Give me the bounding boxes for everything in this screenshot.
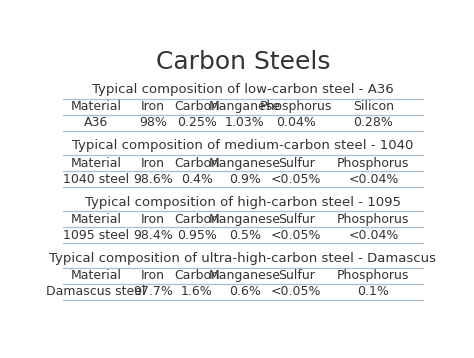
Text: Carbon: Carbon	[174, 269, 219, 282]
Text: 0.5%: 0.5%	[229, 229, 261, 242]
Text: Material: Material	[71, 157, 121, 170]
Text: Manganese: Manganese	[209, 269, 281, 282]
Text: 1040 steel: 1040 steel	[63, 173, 129, 186]
Text: Iron: Iron	[141, 269, 165, 282]
Text: 98%: 98%	[139, 116, 167, 129]
Text: Phosphorus: Phosphorus	[337, 213, 410, 226]
Text: 0.25%: 0.25%	[177, 116, 217, 129]
Text: <0.04%: <0.04%	[348, 229, 399, 242]
Text: 0.4%: 0.4%	[181, 173, 213, 186]
Text: Phosphorus: Phosphorus	[337, 157, 410, 170]
Text: Sulfur: Sulfur	[278, 213, 315, 226]
Text: Manganese: Manganese	[209, 157, 281, 170]
Text: Material: Material	[71, 213, 121, 226]
Text: Iron: Iron	[141, 213, 165, 226]
Text: Carbon: Carbon	[174, 157, 219, 170]
Text: Typical composition of low-carbon steel - A36: Typical composition of low-carbon steel …	[92, 83, 394, 96]
Text: 0.1%: 0.1%	[357, 285, 389, 298]
Text: 0.6%: 0.6%	[229, 285, 261, 298]
Text: Carbon Steels: Carbon Steels	[155, 50, 330, 74]
Text: <0.05%: <0.05%	[271, 173, 321, 186]
Text: <0.04%: <0.04%	[348, 173, 399, 186]
Text: 1095 steel: 1095 steel	[63, 229, 129, 242]
Text: 0.95%: 0.95%	[177, 229, 217, 242]
Text: Material: Material	[71, 100, 121, 113]
Text: Manganese: Manganese	[209, 213, 281, 226]
Text: Iron: Iron	[141, 157, 165, 170]
Text: Phosphorus: Phosphorus	[260, 100, 332, 113]
Text: Damascus steel: Damascus steel	[46, 285, 146, 298]
Text: 98.6%: 98.6%	[133, 173, 173, 186]
Text: Typical composition of ultra-high-carbon steel - Damascus: Typical composition of ultra-high-carbon…	[49, 252, 437, 265]
Text: <0.05%: <0.05%	[271, 229, 321, 242]
Text: 1.6%: 1.6%	[181, 285, 213, 298]
Text: Typical composition of high-carbon steel - 1095: Typical composition of high-carbon steel…	[85, 195, 401, 208]
Text: 1.03%: 1.03%	[225, 116, 264, 129]
Text: Silicon: Silicon	[353, 100, 394, 113]
Text: <0.05%: <0.05%	[271, 285, 321, 298]
Text: 0.04%: 0.04%	[276, 116, 316, 129]
Text: Sulfur: Sulfur	[278, 157, 315, 170]
Text: Carbon: Carbon	[174, 100, 219, 113]
Text: Carbon: Carbon	[174, 213, 219, 226]
Text: Material: Material	[71, 269, 121, 282]
Text: 0.28%: 0.28%	[354, 116, 393, 129]
Text: 98.4%: 98.4%	[133, 229, 173, 242]
Text: Iron: Iron	[141, 100, 165, 113]
Text: Typical composition of medium-carbon steel - 1040: Typical composition of medium-carbon ste…	[72, 139, 414, 152]
Text: A36: A36	[84, 116, 108, 129]
Text: Manganese: Manganese	[209, 100, 281, 113]
Text: 0.9%: 0.9%	[229, 173, 261, 186]
Text: Sulfur: Sulfur	[278, 269, 315, 282]
Text: 97.7%: 97.7%	[133, 285, 173, 298]
Text: Phosphorus: Phosphorus	[337, 269, 410, 282]
